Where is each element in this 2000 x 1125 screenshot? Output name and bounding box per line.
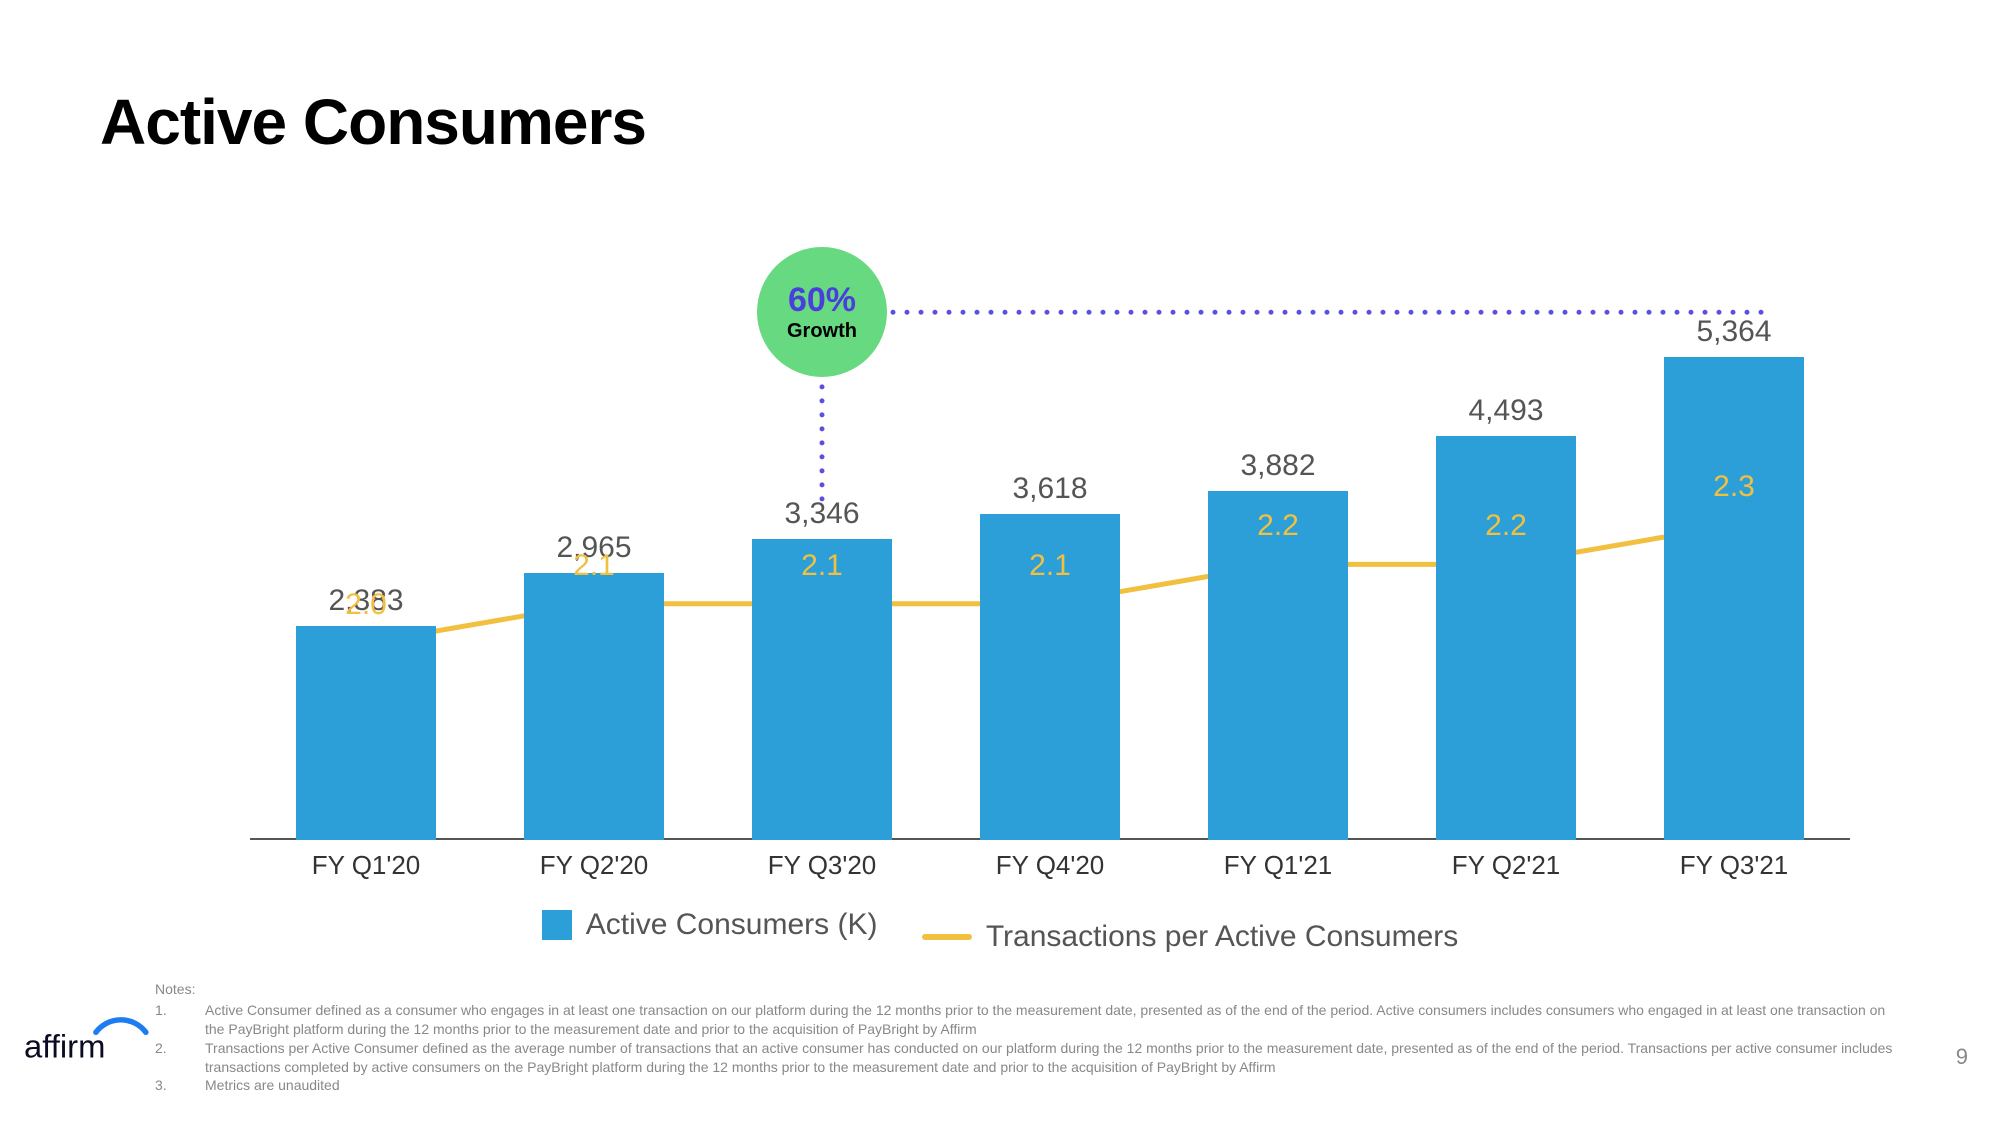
line-value-label: 2.3 <box>1634 470 1834 504</box>
legend-label-bars: Active Consumers (K) <box>586 908 878 942</box>
growth-word: Growth <box>787 320 857 343</box>
x-tick-label: FY Q4'20 <box>970 850 1130 881</box>
line-value-label: 2.2 <box>1406 509 1606 543</box>
bar-value-label: 3,346 <box>722 497 922 531</box>
legend-item-bars: Active Consumers (K) <box>542 908 878 942</box>
bar-value-label: 5,364 <box>1634 315 1834 349</box>
slide: Active Consumers 2,3832,9653,3463,6183,8… <box>0 0 2000 1125</box>
line-value-label: 2.2 <box>1178 509 1378 543</box>
legend-item-line: Transactions per Active Consumers <box>922 920 1458 954</box>
bar-value-label: 3,882 <box>1178 449 1378 483</box>
affirm-logo: affirm <box>24 1012 149 1072</box>
bar <box>1436 436 1576 840</box>
x-axis-labels: FY Q1'20 FY Q2'20 FY Q3'20 FY Q4'20 FY Q1'21… <box>250 850 1850 890</box>
x-tick-label: FY Q2'20 <box>514 850 674 881</box>
footnote-text: Metrics are unaudited <box>205 1076 1895 1095</box>
footnote-number: 3. <box>155 1076 205 1095</box>
growth-percent: 60% <box>788 281 856 320</box>
bar <box>1664 357 1804 840</box>
bar <box>752 539 892 840</box>
footnote-number: 1. <box>155 1001 205 1039</box>
x-tick-label: FY Q1'21 <box>1198 850 1358 881</box>
x-tick-label: FY Q3'21 <box>1654 850 1814 881</box>
legend-swatch-line <box>922 934 972 940</box>
x-tick-label: FY Q1'20 <box>286 850 446 881</box>
legend-swatch-bar <box>542 910 572 940</box>
line-value-label: 2.1 <box>722 549 922 583</box>
footnote-row: 3. Metrics are unaudited <box>155 1076 1895 1095</box>
bar <box>296 626 436 840</box>
page-title: Active Consumers <box>100 85 646 159</box>
footnote-row: 2. Transactions per Active Consumer defi… <box>155 1039 1895 1077</box>
chart-area: 2,3832,9653,3463,6183,8824,4935,3642.02.… <box>250 210 1850 840</box>
footnotes-heading: Notes: <box>155 980 1895 999</box>
footnote-number: 2. <box>155 1039 205 1077</box>
footnotes: Notes: 1. Active Consumer defined as a c… <box>155 980 1895 1095</box>
bar-value-label: 4,493 <box>1406 394 1606 428</box>
growth-badge: 60%Growth <box>757 247 887 377</box>
page-number: 9 <box>1956 1044 1968 1070</box>
footnote-text: Transactions per Active Consumer defined… <box>205 1039 1895 1077</box>
footnote-text: Active Consumer defined as a consumer wh… <box>205 1001 1895 1039</box>
footnote-row: 1. Active Consumer defined as a consumer… <box>155 1001 1895 1039</box>
x-tick-label: FY Q2'21 <box>1426 850 1586 881</box>
legend: Active Consumers (K) Transactions per Ac… <box>0 908 2000 954</box>
logo-text: affirm <box>24 1027 105 1064</box>
line-value-label: 2.1 <box>950 549 1150 583</box>
x-tick-label: FY Q3'20 <box>742 850 902 881</box>
plot-area: 2,3832,9653,3463,6183,8824,4935,3642.02.… <box>250 210 1850 840</box>
legend-label-line: Transactions per Active Consumers <box>986 920 1458 954</box>
bar <box>524 573 664 840</box>
line-value-label: 2.0 <box>266 588 466 622</box>
line-value-label: 2.1 <box>494 549 694 583</box>
bar-value-label: 3,618 <box>950 472 1150 506</box>
